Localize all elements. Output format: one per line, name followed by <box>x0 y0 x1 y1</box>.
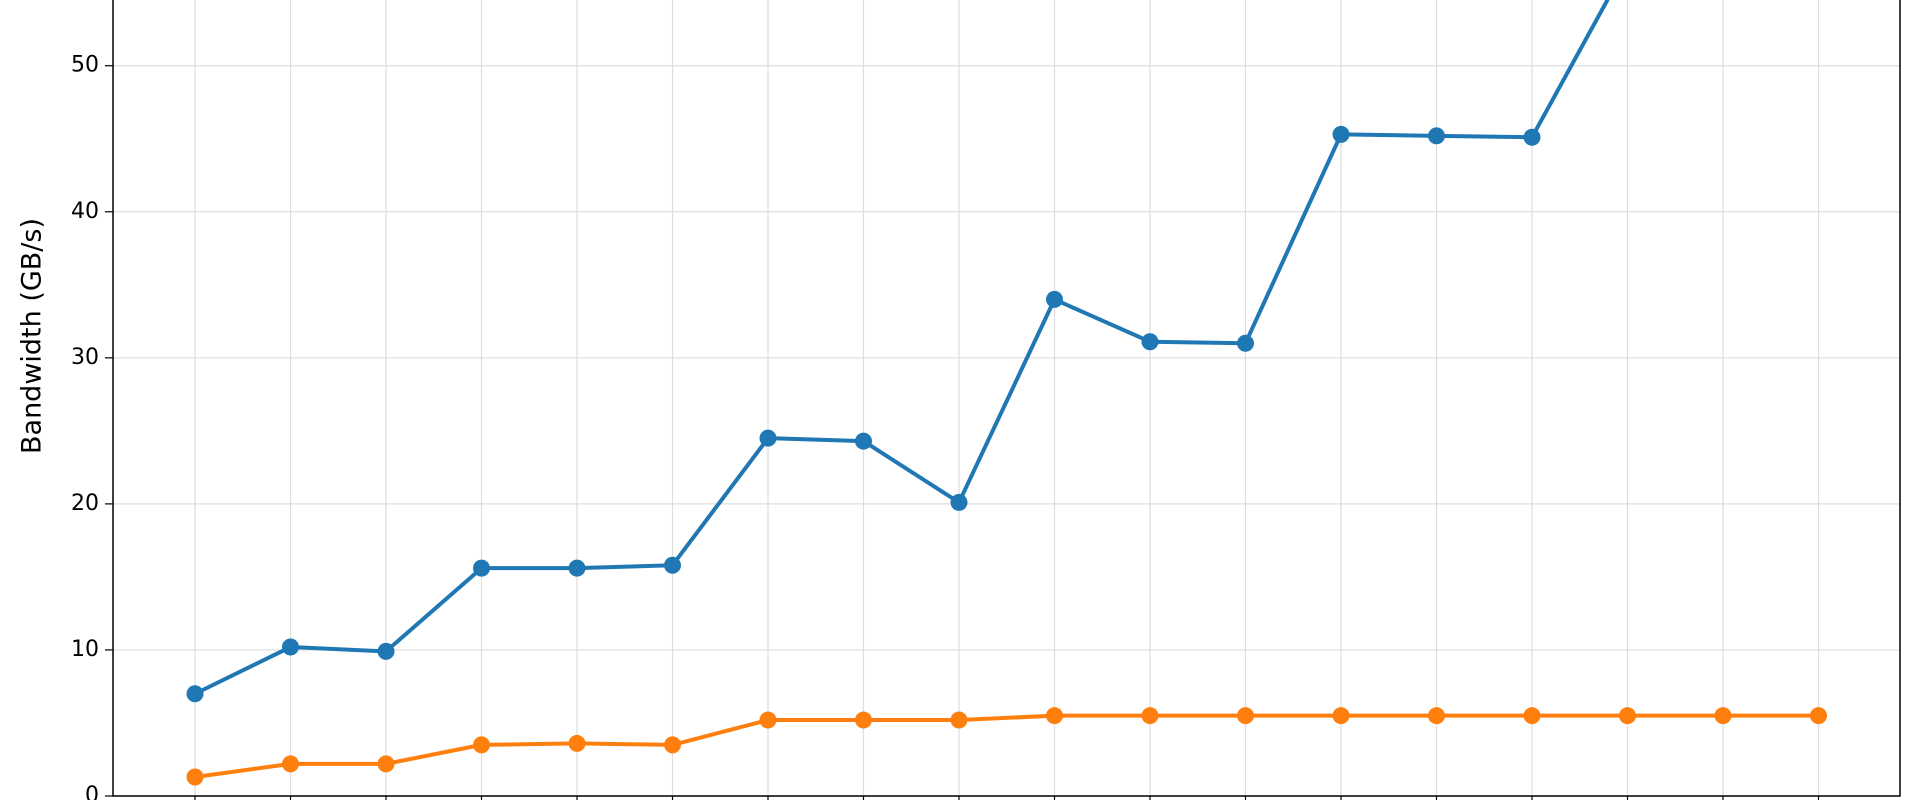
data-point <box>282 755 299 773</box>
data-point <box>1523 707 1541 725</box>
data-point <box>664 556 681 574</box>
data-point <box>282 638 299 656</box>
series-line <box>194 0 1610 696</box>
data-point <box>1141 333 1159 351</box>
data-point <box>759 429 777 447</box>
data-point <box>473 736 490 754</box>
y-tick-label: 40 <box>71 199 99 224</box>
y-tick-label: 0 <box>85 783 99 800</box>
data-point <box>1714 707 1732 725</box>
data-point <box>1428 127 1445 145</box>
data-point <box>1046 707 1063 725</box>
y-tick-label: 30 <box>71 345 99 370</box>
data-point <box>377 755 395 773</box>
data-point <box>1332 125 1350 143</box>
y-tick-label: 50 <box>71 53 99 78</box>
data-point <box>1810 707 1827 725</box>
data-point <box>1428 707 1445 725</box>
plot-frame <box>112 0 1901 797</box>
data-point <box>664 736 681 754</box>
series-line <box>194 713 1819 779</box>
data-point <box>568 734 586 752</box>
y-tick-label: 20 <box>71 491 99 516</box>
data-point <box>473 559 490 577</box>
y-axis-label: Bandwidth (GB/s) <box>17 218 48 454</box>
data-point <box>950 493 968 511</box>
data-point <box>950 711 968 729</box>
data-point <box>1332 707 1350 725</box>
y-tick-label: 10 <box>71 637 99 662</box>
data-point <box>1237 334 1254 352</box>
data-point <box>759 711 777 729</box>
data-point <box>186 768 204 786</box>
data-point <box>1619 707 1636 725</box>
data-point <box>186 685 204 703</box>
data-point <box>855 711 872 729</box>
data-point <box>568 559 586 577</box>
plot-area <box>186 0 1827 786</box>
data-point <box>1523 128 1541 146</box>
data-point <box>1046 290 1063 308</box>
data-point <box>855 432 872 450</box>
data-point <box>1141 707 1159 725</box>
data-point <box>1237 707 1254 725</box>
data-point <box>377 642 395 660</box>
